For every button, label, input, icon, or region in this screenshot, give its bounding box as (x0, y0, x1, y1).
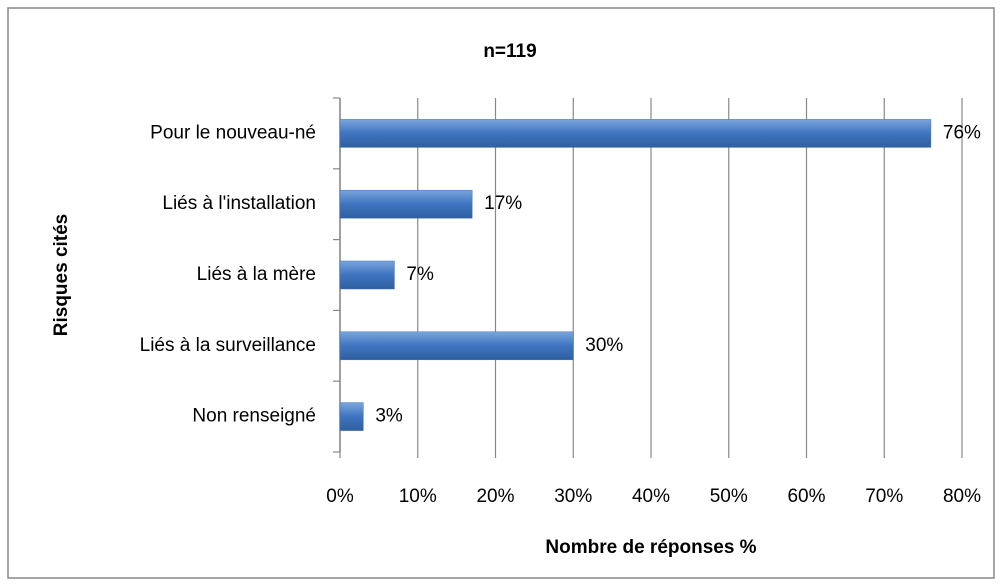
x-tick-label: 10% (399, 486, 437, 507)
bar (339, 402, 364, 431)
y-tick-label: Liés à la surveillance (140, 335, 316, 356)
y-tick-label: Liés à l'installation (162, 193, 316, 214)
x-tick-label: 60% (787, 486, 825, 507)
bar (339, 331, 574, 361)
y-tick-label: Liés à la mère (197, 264, 316, 285)
x-tick-label: 20% (476, 486, 514, 507)
y-tick-label: Pour le nouveau-né (150, 122, 316, 143)
x-tick-label: 30% (554, 486, 592, 507)
x-tick-label: 70% (865, 486, 903, 507)
y-axis-title: Risques cités (51, 214, 72, 337)
data-label: 17% (484, 193, 522, 214)
chart-title: n=119 (483, 41, 536, 62)
bar (339, 119, 932, 148)
x-tick-label: 0% (326, 486, 354, 507)
data-label: 7% (406, 264, 434, 285)
x-tick-label: 80% (943, 486, 981, 507)
bar (339, 260, 395, 290)
x-tick-label: 50% (710, 486, 748, 507)
x-axis-title: Nombre de réponses % (545, 537, 756, 558)
data-label: 30% (585, 335, 623, 356)
y-tick-label: Non renseigné (192, 406, 316, 427)
data-label: 3% (375, 406, 403, 427)
chart-frame (7, 7, 995, 579)
bar (339, 189, 473, 219)
data-label: 76% (943, 122, 981, 143)
x-tick-label: 40% (632, 486, 670, 507)
